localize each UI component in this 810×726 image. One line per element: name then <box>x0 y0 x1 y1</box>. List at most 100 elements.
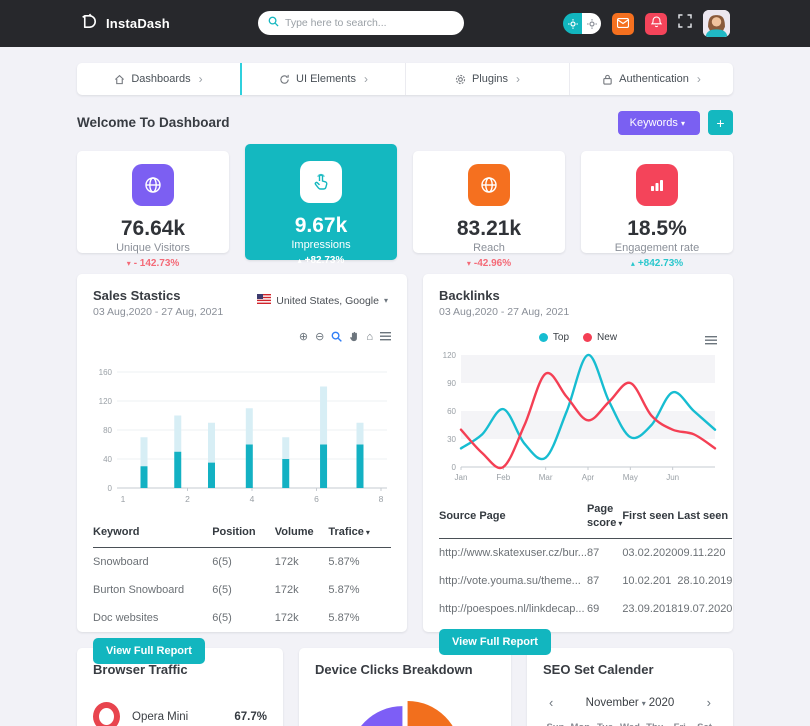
table-cell: http://vote.youma.su/theme... <box>439 574 581 587</box>
nav-tab-dashboards[interactable]: Dashboards › <box>77 63 240 95</box>
fullscreen-icon[interactable] <box>678 14 692 33</box>
table-cell: 23.09.2018 <box>622 602 678 615</box>
browser-row-opera[interactable]: Opera Mini 67.7% <box>93 702 267 726</box>
stat-cards-row: 76.64k Unique Visitors ▾ - 142.73% 9.67k … <box>77 144 733 269</box>
table-cell: 6(5) <box>212 555 232 568</box>
table-cell: 69 <box>586 602 600 615</box>
table-cell: 19.07.2020 <box>677 602 733 615</box>
table-cell: 172k <box>274 583 299 596</box>
table-cell: 5.87% <box>328 611 360 624</box>
card-title: Device Clicks Breakdown <box>315 662 473 677</box>
home-icon[interactable]: ⌂ <box>366 330 373 343</box>
date-range: 03 Aug,2020 - 27 Aug, 2021 <box>93 306 224 318</box>
envelope-icon <box>616 16 630 31</box>
theme-light-icon[interactable] <box>563 13 582 34</box>
top-navbar: InstaDash <box>0 0 810 47</box>
calendar-prev-icon[interactable]: ‹ <box>549 695 554 710</box>
sales-bar-chart[interactable]: 0 40 80 120 160 1 2 4 6 8 <box>93 364 391 511</box>
lock-icon <box>602 74 613 85</box>
pan-icon[interactable] <box>349 331 359 342</box>
browser-name: Opera Mini <box>132 710 189 723</box>
menu-icon[interactable] <box>705 332 717 350</box>
theme-dark-icon[interactable] <box>582 13 601 34</box>
calendar-next-icon[interactable]: › <box>706 695 711 710</box>
table-row[interactable]: http://vote.youma.su/theme... 87 10.02.201… <box>439 567 732 595</box>
svg-text:4: 4 <box>250 494 255 504</box>
sort-caret-icon: ▾ <box>618 518 623 528</box>
table-row[interactable]: http://poespoes.nl/linkdecap... 69 23.09.2… <box>439 595 732 623</box>
gear-icon <box>455 74 466 85</box>
table-row[interactable]: Burton Snowboard 6(5) 172k 5.87% <box>93 576 391 604</box>
bar-chart-icon <box>636 164 678 206</box>
weekday-label: Tue <box>593 722 618 726</box>
stat-delta: ▴ +842.73% <box>630 258 684 269</box>
view-full-report-button[interactable]: View Full Report <box>439 628 551 655</box>
theme-toggle[interactable] <box>563 13 601 34</box>
keywords-dropdown-button[interactable]: Keywords ▾ <box>617 110 700 135</box>
brand[interactable]: InstaDash <box>80 12 170 36</box>
user-avatar[interactable] <box>703 10 730 37</box>
selection-zoom-icon[interactable] <box>331 331 343 342</box>
svg-text:80: 80 <box>103 426 112 435</box>
zoom-in-icon[interactable]: ⊕ <box>298 331 309 343</box>
device-clicks-pie-chart[interactable] <box>315 689 495 726</box>
column-header: Source Page <box>439 498 587 539</box>
weekday-label: Fri <box>667 722 692 726</box>
column-header: Position <box>212 521 275 548</box>
zoom-out-icon[interactable]: ⊖ <box>315 331 325 343</box>
messages-button[interactable] <box>612 12 634 35</box>
menu-icon[interactable] <box>380 332 391 341</box>
legend-item-new[interactable]: New <box>583 332 617 343</box>
table-cell: http://www.skatexuser.cz/bur... <box>439 546 587 559</box>
stat-delta: ▴ +82.73% <box>297 255 345 266</box>
instadash-logo-icon <box>80 12 99 36</box>
svg-text:May: May <box>623 473 638 482</box>
chart-legend: Top New <box>439 332 717 343</box>
table-row[interactable]: http://www.skatexuser.cz/bur... 87 03.02.2… <box>439 538 732 567</box>
column-header[interactable]: Trafice ▾ <box>328 521 391 548</box>
table-row[interactable]: Snowboard 6(5) 172k 5.87% <box>93 547 391 576</box>
stat-label: Engagement rate <box>614 242 700 254</box>
weekday-label: Wed <box>618 722 643 726</box>
svg-text:120: 120 <box>99 397 113 406</box>
region-select[interactable]: United States, Google ▾ <box>257 294 391 307</box>
section-nav: Dashboards › UI Elements › Plugins › Aut… <box>77 63 733 95</box>
stat-card-reach[interactable]: 83.21k Reach ▾ -42.96% <box>413 151 565 269</box>
table-cell: Doc websites <box>93 611 159 624</box>
stat-value: 83.21k <box>456 217 522 240</box>
svg-text:8: 8 <box>379 494 384 504</box>
table-cell: 87 <box>586 574 600 587</box>
nav-tab-plugins[interactable]: Plugins › <box>405 63 569 95</box>
global-search[interactable] <box>258 11 464 35</box>
column-header[interactable]: Page score ▾ <box>586 498 623 539</box>
view-full-report-button[interactable]: View Full Report <box>93 637 205 664</box>
svg-text:Jan: Jan <box>455 473 468 482</box>
calendar-month-year[interactable]: November ▾ 2020 <box>585 696 675 709</box>
globe-icon <box>132 164 174 206</box>
nav-tab-label: UI Elements <box>296 73 356 85</box>
weekday-label: Sun <box>543 722 568 726</box>
search-input[interactable] <box>285 17 454 29</box>
stat-card-impressions[interactable]: 9.67k Impressions ▴ +82.73% <box>245 144 397 266</box>
legend-item-top[interactable]: Top <box>538 332 569 343</box>
backlinks-line-chart[interactable]: 0 30 60 90 120 Jan Feb Mar Apr May Jun <box>439 349 717 488</box>
svg-text:0: 0 <box>108 484 113 493</box>
svg-text:Jun: Jun <box>666 473 679 482</box>
stat-card-engagement-rate[interactable]: 18.5% Engagement rate ▴ +842.73% <box>581 151 733 269</box>
nav-tab-ui-elements[interactable]: UI Elements › <box>240 63 405 95</box>
table-cell: 28.10.2019 <box>677 574 733 587</box>
nav-tab-authentication[interactable]: Authentication › <box>569 63 733 95</box>
stat-label: Impressions <box>291 239 351 251</box>
svg-text:2: 2 <box>185 494 190 504</box>
chart-toolbar: ⊕ ⊖ ⌂ <box>299 330 391 343</box>
chevron-right-icon: › <box>696 72 701 86</box>
caret-down-icon: ▾ <box>680 118 685 128</box>
stat-card-unique-visitors[interactable]: 76.64k Unique Visitors ▾ - 142.73% <box>77 151 229 269</box>
add-button[interactable]: + <box>708 110 733 135</box>
table-row[interactable]: Doc websites 6(5) 172k 5.87% <box>93 604 391 632</box>
brand-name: InstaDash <box>106 16 170 31</box>
notifications-button[interactable] <box>645 12 667 35</box>
caret-up-icon: ▴ <box>630 259 635 268</box>
stat-delta: ▾ - 142.73% <box>126 258 180 269</box>
weekday-label: Mon <box>568 722 593 726</box>
